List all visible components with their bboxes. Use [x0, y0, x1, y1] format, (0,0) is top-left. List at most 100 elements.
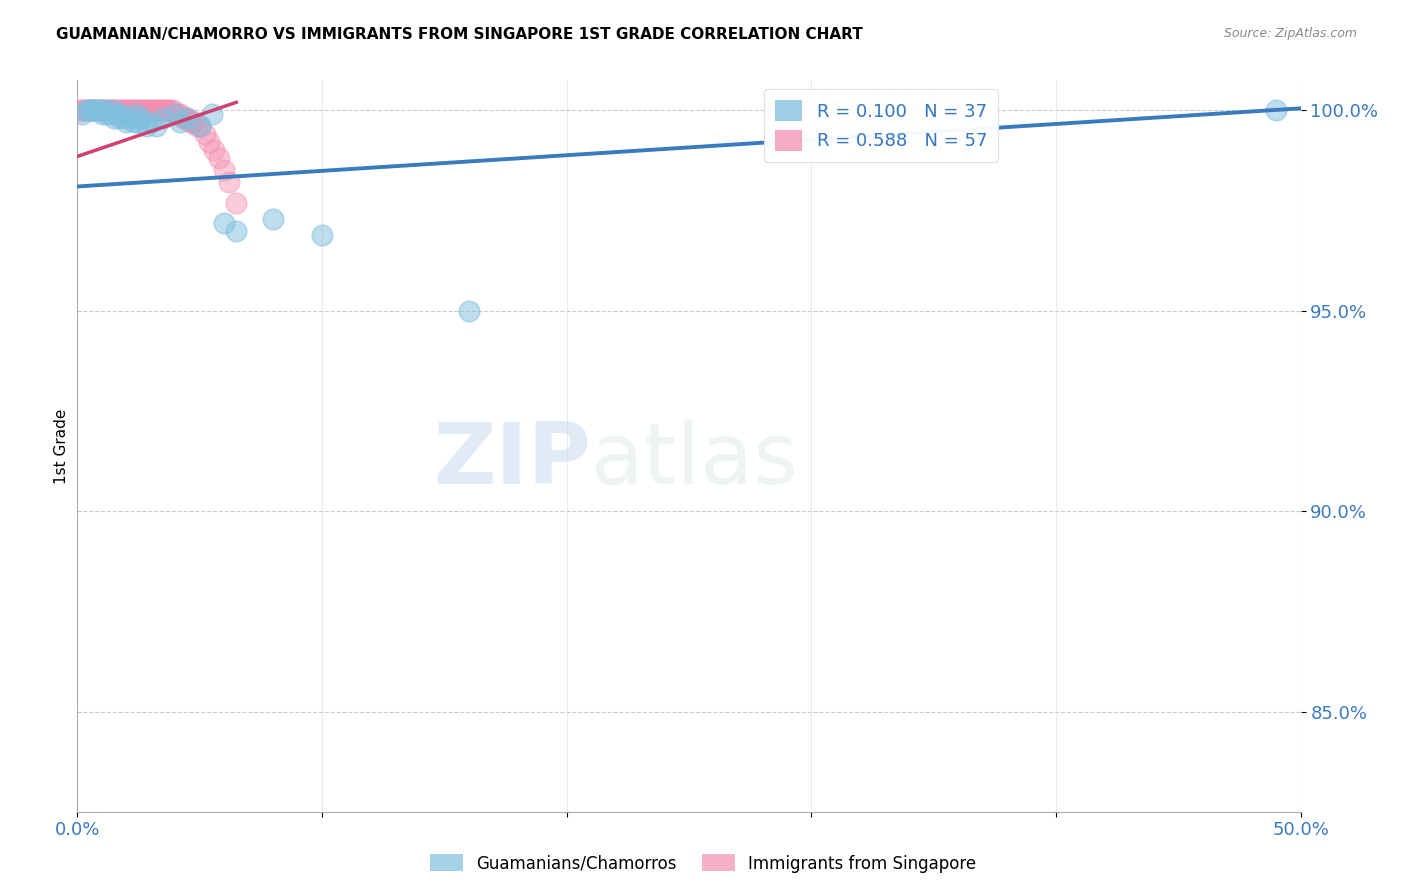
Text: ZIP: ZIP [433, 419, 591, 502]
Point [122, 103, 145, 118]
Point [108, 112, 131, 126]
Point [127, 103, 149, 118]
Point [142, 103, 165, 118]
Point [127, 115, 149, 129]
Point [80, 103, 103, 118]
Point [108, 103, 131, 118]
Point [135, 103, 157, 118]
Point [172, 112, 194, 126]
Point [129, 103, 152, 118]
Point [70, 103, 93, 118]
Point [201, 107, 224, 121]
Text: atlas: atlas [591, 419, 799, 502]
Point [132, 103, 155, 118]
Text: Source: ZipAtlas.com: Source: ZipAtlas.com [1223, 27, 1357, 40]
Point [166, 107, 188, 121]
Point [139, 115, 162, 129]
Point [162, 103, 184, 118]
Point [115, 115, 138, 129]
Point [181, 115, 204, 129]
Point [96, 103, 118, 118]
Point [457, 303, 479, 318]
Point [184, 115, 207, 129]
Point [149, 103, 172, 118]
Point [90, 103, 112, 118]
Point [86, 103, 108, 118]
Point [79, 103, 101, 118]
Point [188, 120, 211, 134]
Point [188, 120, 211, 134]
Point [120, 103, 142, 118]
Point [225, 223, 247, 237]
Point [165, 107, 187, 121]
Point [90, 107, 112, 121]
Point [112, 112, 135, 126]
Point [69, 103, 91, 118]
Point [165, 107, 187, 121]
Point [139, 103, 162, 118]
Point [103, 112, 125, 126]
Point [176, 112, 198, 126]
Point [105, 107, 128, 121]
Point [193, 128, 215, 142]
Point [125, 103, 148, 118]
Point [262, 211, 284, 226]
Point [212, 163, 235, 178]
Point [135, 120, 157, 134]
Point [100, 103, 122, 118]
Point [110, 103, 132, 118]
Point [176, 112, 198, 126]
Point [83, 103, 105, 118]
Y-axis label: 1st Grade: 1st Grade [53, 409, 69, 483]
Point [159, 103, 181, 118]
Point [112, 103, 135, 118]
Point [152, 112, 174, 126]
Point [125, 107, 148, 121]
Point [155, 103, 177, 118]
Point [96, 107, 118, 121]
Legend: R = 0.100   N = 37, R = 0.588   N = 57: R = 0.100 N = 37, R = 0.588 N = 57 [765, 89, 998, 161]
Point [145, 103, 167, 118]
Point [93, 103, 115, 118]
Point [174, 112, 197, 126]
Point [93, 103, 115, 118]
Point [100, 103, 122, 118]
Point [105, 103, 128, 118]
Point [198, 136, 221, 150]
Point [129, 112, 152, 126]
Point [118, 103, 141, 118]
Point [225, 195, 247, 210]
Point [169, 107, 191, 121]
Point [120, 112, 142, 126]
Point [218, 176, 240, 190]
Point [103, 103, 125, 118]
Point [169, 115, 191, 129]
Point [73, 103, 96, 118]
Point [179, 115, 201, 129]
Point [86, 103, 108, 118]
Point [208, 152, 231, 166]
Point [70, 107, 93, 121]
Point [80, 103, 103, 118]
Point [115, 103, 138, 118]
Point [83, 103, 105, 118]
Point [76, 103, 98, 118]
Point [110, 107, 132, 121]
Point [145, 120, 167, 134]
Legend: Guamanians/Chamorros, Immigrants from Singapore: Guamanians/Chamorros, Immigrants from Si… [423, 847, 983, 880]
Point [146, 103, 169, 118]
Point [156, 103, 179, 118]
Point [89, 103, 111, 118]
Point [136, 103, 159, 118]
Point [89, 103, 111, 118]
Point [76, 103, 98, 118]
Point [202, 144, 225, 158]
Point [212, 216, 235, 230]
Point [79, 103, 101, 118]
Point [311, 227, 333, 242]
Point [1265, 103, 1288, 118]
Point [186, 120, 208, 134]
Point [98, 103, 121, 118]
Text: GUAMANIAN/CHAMORRO VS IMMIGRANTS FROM SINGAPORE 1ST GRADE CORRELATION CHART: GUAMANIAN/CHAMORRO VS IMMIGRANTS FROM SI… [56, 27, 863, 42]
Point [152, 103, 174, 118]
